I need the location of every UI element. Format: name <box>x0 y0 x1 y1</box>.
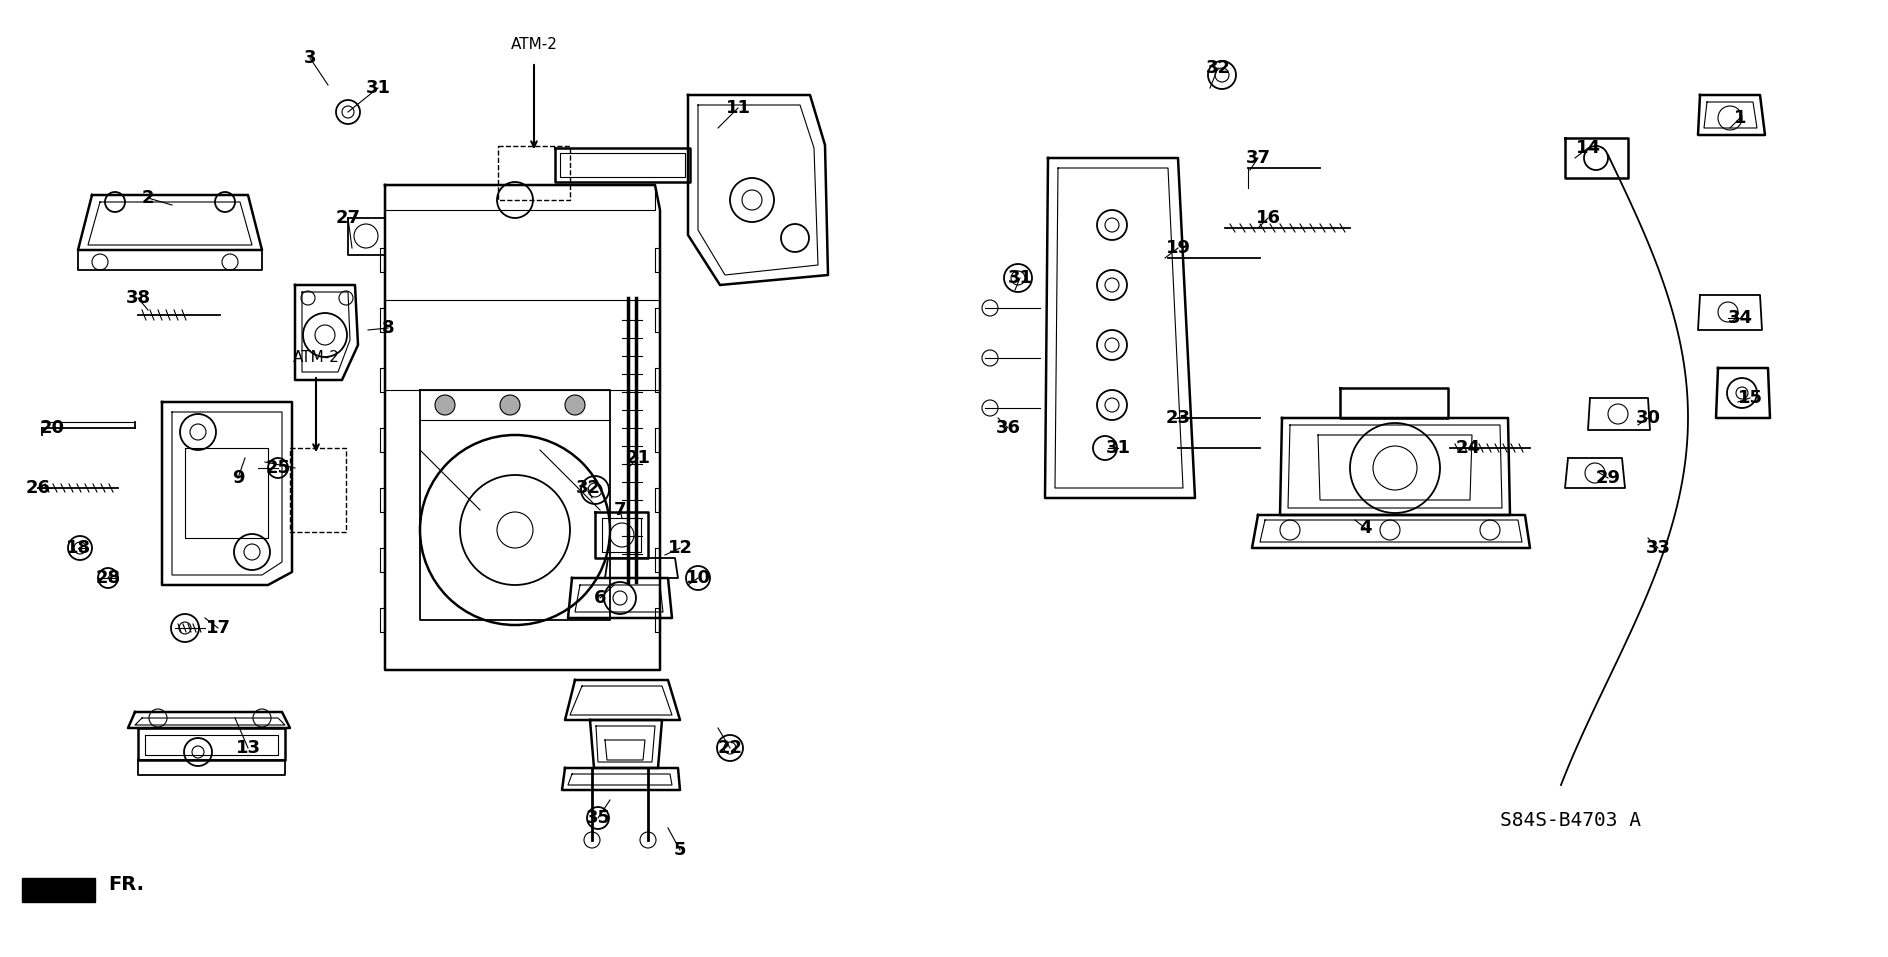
Text: 21: 21 <box>625 449 651 467</box>
Text: 31: 31 <box>366 79 391 97</box>
Text: 13: 13 <box>236 739 261 757</box>
Text: 34: 34 <box>1728 309 1752 327</box>
Text: 29: 29 <box>1595 469 1620 487</box>
Text: 7: 7 <box>614 501 627 519</box>
Text: 3: 3 <box>304 49 317 67</box>
Text: 35: 35 <box>585 809 610 827</box>
Text: 26: 26 <box>26 479 51 497</box>
Text: 15: 15 <box>1737 389 1763 407</box>
Text: 24: 24 <box>1456 439 1480 457</box>
Text: 18: 18 <box>66 539 91 557</box>
Text: 19: 19 <box>1165 239 1191 257</box>
Text: 20: 20 <box>40 419 64 437</box>
Text: 33: 33 <box>1646 539 1671 557</box>
Text: 9: 9 <box>232 469 244 487</box>
Text: 10: 10 <box>685 569 710 587</box>
Circle shape <box>565 395 585 415</box>
Text: 8: 8 <box>381 319 395 337</box>
Text: 25: 25 <box>266 459 291 477</box>
Text: 12: 12 <box>668 539 693 557</box>
Text: 32: 32 <box>576 479 600 497</box>
Circle shape <box>434 395 455 415</box>
Text: 27: 27 <box>336 209 361 227</box>
Text: 32: 32 <box>1206 59 1231 77</box>
Text: 30: 30 <box>1635 409 1661 427</box>
Text: 14: 14 <box>1575 139 1601 157</box>
Text: ATM-2: ATM-2 <box>293 350 340 365</box>
Text: 16: 16 <box>1256 209 1280 227</box>
Text: 11: 11 <box>725 99 751 117</box>
Text: 2: 2 <box>142 189 155 207</box>
Text: 1: 1 <box>1733 109 1746 127</box>
Text: 5: 5 <box>674 841 685 859</box>
Text: 17: 17 <box>206 619 230 637</box>
Text: 31: 31 <box>1106 439 1131 457</box>
Text: 4: 4 <box>1359 519 1371 537</box>
Text: ATM-2: ATM-2 <box>510 37 557 52</box>
Text: FR.: FR. <box>108 875 143 894</box>
Text: 31: 31 <box>1008 269 1033 287</box>
Text: 23: 23 <box>1165 409 1191 427</box>
Text: 36: 36 <box>995 419 1021 437</box>
Circle shape <box>500 395 519 415</box>
Text: S84S-B4703 A: S84S-B4703 A <box>1499 811 1641 830</box>
Text: 6: 6 <box>593 589 606 607</box>
Text: 37: 37 <box>1246 149 1271 167</box>
Polygon shape <box>23 878 94 902</box>
Text: 28: 28 <box>96 569 121 587</box>
Text: 38: 38 <box>125 289 151 307</box>
Text: 22: 22 <box>717 739 742 757</box>
